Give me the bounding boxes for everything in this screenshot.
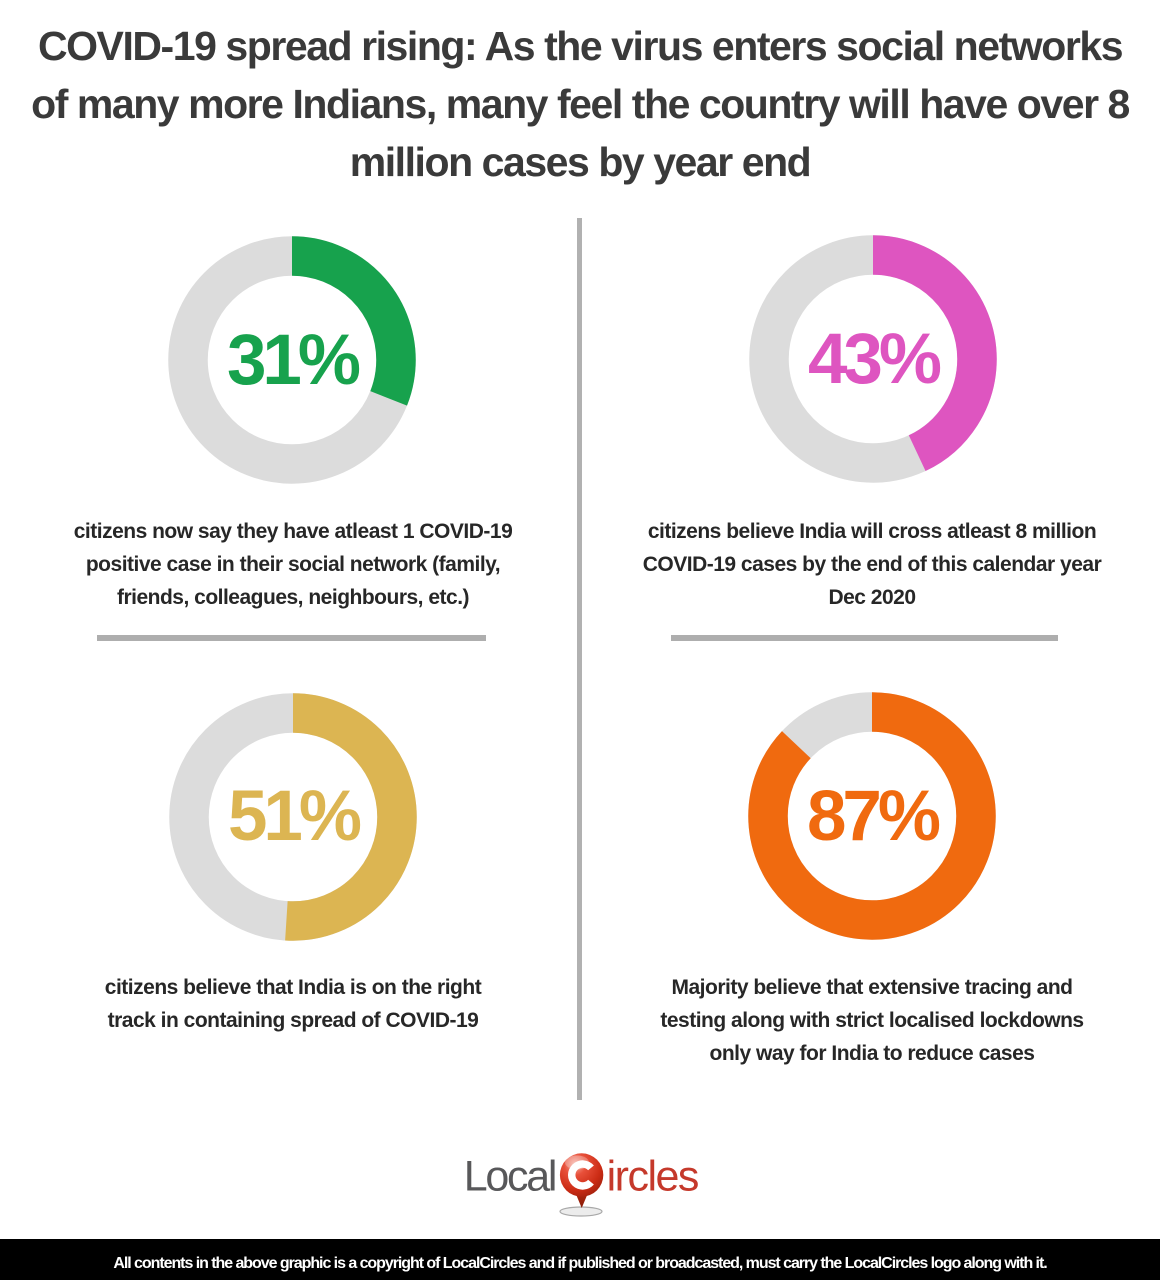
svg-text:Local: Local [464,1153,555,1201]
svg-text:ircles: ircles [607,1153,698,1201]
